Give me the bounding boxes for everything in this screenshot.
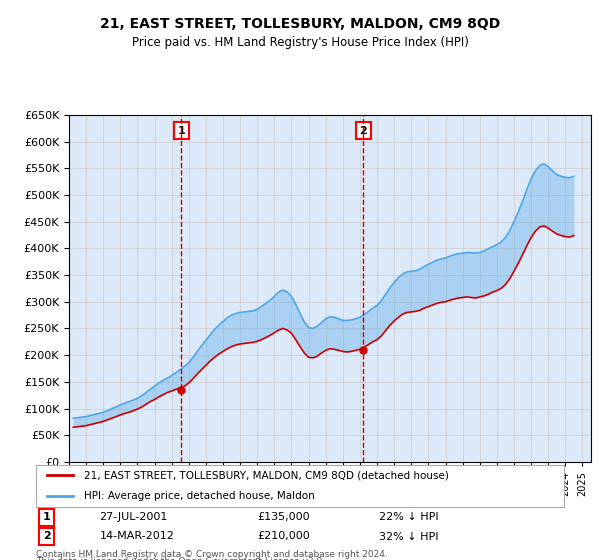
Text: £210,000: £210,000 [258,531,311,542]
Text: 2: 2 [43,531,50,542]
Text: 27-JUL-2001: 27-JUL-2001 [100,512,168,522]
Text: 1: 1 [43,512,50,522]
Text: HPI: Average price, detached house, Maldon: HPI: Average price, detached house, Mald… [83,491,314,501]
Text: 14-MAR-2012: 14-MAR-2012 [100,531,174,542]
Text: 21, EAST STREET, TOLLESBURY, MALDON, CM9 8QD (detached house): 21, EAST STREET, TOLLESBURY, MALDON, CM9… [83,470,448,480]
Text: £135,000: £135,000 [258,512,310,522]
Text: 2: 2 [359,126,367,136]
Text: Price paid vs. HM Land Registry's House Price Index (HPI): Price paid vs. HM Land Registry's House … [131,36,469,49]
Text: 22% ↓ HPI: 22% ↓ HPI [379,512,439,522]
Text: 32% ↓ HPI: 32% ↓ HPI [379,531,439,542]
Text: 1: 1 [178,126,185,136]
Text: 21, EAST STREET, TOLLESBURY, MALDON, CM9 8QD: 21, EAST STREET, TOLLESBURY, MALDON, CM9… [100,17,500,31]
Text: Contains HM Land Registry data © Crown copyright and database right 2024.: Contains HM Land Registry data © Crown c… [36,550,388,559]
Text: This data is licensed under the Open Government Licence v3.0.: This data is licensed under the Open Gov… [36,557,325,560]
